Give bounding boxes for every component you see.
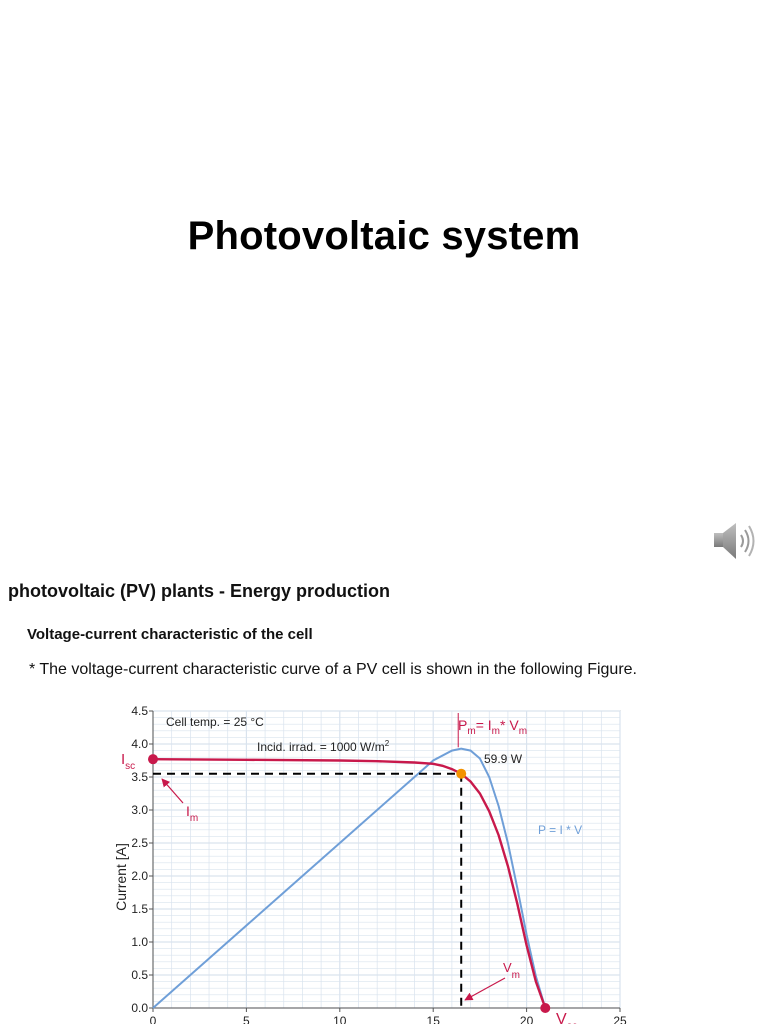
x-tick-label: 15 [427,1014,441,1024]
vm-sub: m [512,970,520,981]
bullet-text: * The voltage-current characteristic cur… [29,661,637,678]
y-tick-label: 3.0 [131,803,148,817]
im-arrow [161,778,184,804]
mpp-point [456,768,467,779]
section-heading: photovoltaic (PV) plants - Energy produc… [8,581,391,601]
irradiance-sup: 2 [385,739,390,748]
y-tick-label: 1.5 [131,902,148,916]
im-sub: m [190,813,198,824]
speaker-icon[interactable] [710,518,758,564]
y-tick-label: 4.0 [131,737,148,751]
y-tick-label: 4.5 [131,704,148,718]
chart-series [152,747,547,1009]
pm-times-sub: m [519,726,527,737]
irradiance-text: Incid. irrad. = 1000 W/m [257,740,385,754]
power-formula-label: P = I * V [538,823,582,837]
irradiance-annotation: Incid. irrad. = 1000 W/m2 [257,739,390,754]
y-tick-label: 2.5 [131,836,148,850]
pmax-value: 59.9 W [484,752,523,766]
y-tick-label: 0.5 [131,968,148,982]
pm-eq: = I [476,717,492,733]
power-curve [152,747,547,1009]
y-tick-label: 2.0 [131,869,148,883]
chart-overlay [148,713,551,1013]
subheading: Voltage-current characteristic of the ce… [27,626,313,643]
x-tick-label: 20 [520,1014,534,1024]
voc-sub: oc [567,1021,578,1024]
y-tick-label: 0.0 [131,1001,148,1015]
iv-chart: 0.00.51.01.52.02.53.03.54.04.50 5 10 15 20 25… [113,704,627,1024]
chart-grid [152,710,621,1009]
pm-eq-sub: m [492,726,500,737]
pm-sub: m [467,726,475,737]
x-tick-label: 10 [333,1014,347,1024]
isc-label: Isc [121,751,135,772]
isc-letter: I [121,751,125,768]
isc-point [148,754,158,765]
voc-label: Voc [556,1011,577,1024]
pm-formula: Pm= Im* Vm [458,717,527,737]
iv-curve [152,758,547,1009]
voc-point [540,1003,551,1013]
vm-label: Vm [503,960,520,981]
slide-title: Photovoltaic system [187,214,581,258]
y-tick-label: 1.0 [131,935,148,949]
vm-arrow [464,977,506,1001]
isc-sub: sc [125,761,135,772]
y-tick-label: 3.5 [131,770,148,784]
y-axis-label: Current [A] [113,843,129,911]
voc-letter: V [556,1011,567,1024]
x-tick-label: 0 [150,1014,157,1024]
pm-times: * V [500,717,519,733]
vm-letter: V [503,960,512,975]
chart-ticks: 0.0 0.5 1.0 1.5 2.0 2.5 3.0 3.5 4.0 4.5 0 5 10 15 20 25 [131,704,627,1024]
im-letter: I [186,803,190,819]
cell-temp-annotation: Cell temp. = 25 °C [166,715,264,729]
x-tick-label: 5 [243,1014,250,1024]
im-label: Im [186,803,198,824]
plot-area [152,710,621,1009]
x-tick-label: 25 [613,1014,627,1024]
pm-label: P [458,717,467,733]
